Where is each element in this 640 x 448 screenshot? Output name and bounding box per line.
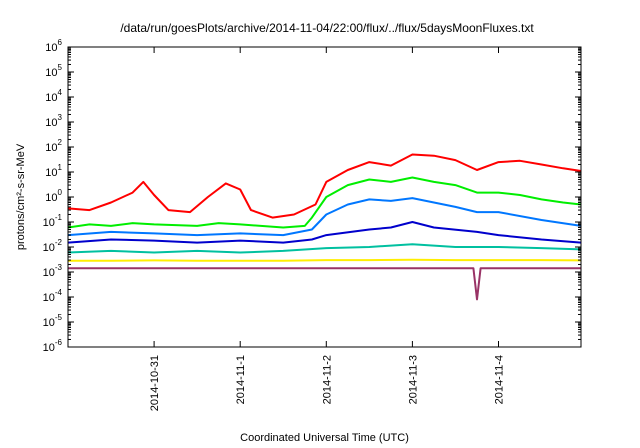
y-tick-label: 102 [45, 138, 62, 154]
series-line-3 [67, 221, 582, 244]
y-tick-label: 105 [45, 63, 62, 79]
x-axis-label: Coordinated Universal Time (UTC) [240, 432, 409, 444]
y-tick-label: 10-2 [43, 238, 63, 254]
y-tick-label: 104 [45, 88, 62, 104]
y-tick-label: 103 [45, 113, 62, 129]
x-tick-label: 2014-10-31 [149, 355, 161, 411]
chart-title: /data/run/goesPlots/archive/2014-11-04/2… [120, 21, 534, 35]
series-line-4 [67, 243, 582, 254]
y-tick-label: 10-3 [43, 263, 63, 279]
x-axis: 2014-10-31 2014-11-1 2014-11-2 2014-11-3 201… [149, 47, 505, 411]
y-axis: 10-6 10-5 10-4 10-3 10-2 10-1 100 101 102 103 104 1… [43, 38, 581, 354]
plot-frame [67, 46, 582, 348]
series-line-5 [68, 258, 582, 262]
y-tick-label: 106 [45, 38, 62, 54]
plot-area [67, 153, 582, 301]
y-tick-label: 10-1 [43, 213, 63, 229]
series-line-0 [67, 153, 582, 219]
y-axis-label: protons/cm²-s-sr-MeV [15, 143, 27, 250]
y-tick-label: 10-5 [43, 313, 63, 329]
y-tick-label: 100 [45, 188, 62, 204]
x-tick-label: 2014-11-3 [407, 355, 419, 404]
y-tick-label: 10-6 [43, 338, 63, 354]
series-line-6 [68, 267, 581, 301]
x-tick-label: 2014-11-1 [235, 355, 247, 404]
x-tick-label: 2014-11-4 [493, 355, 505, 404]
y-tick-label: 10-4 [43, 288, 63, 304]
y-tick-label: 101 [45, 163, 62, 179]
series-line-1 [67, 176, 582, 229]
series-line-2 [67, 197, 582, 237]
x-tick-label: 2014-11-2 [321, 355, 333, 404]
